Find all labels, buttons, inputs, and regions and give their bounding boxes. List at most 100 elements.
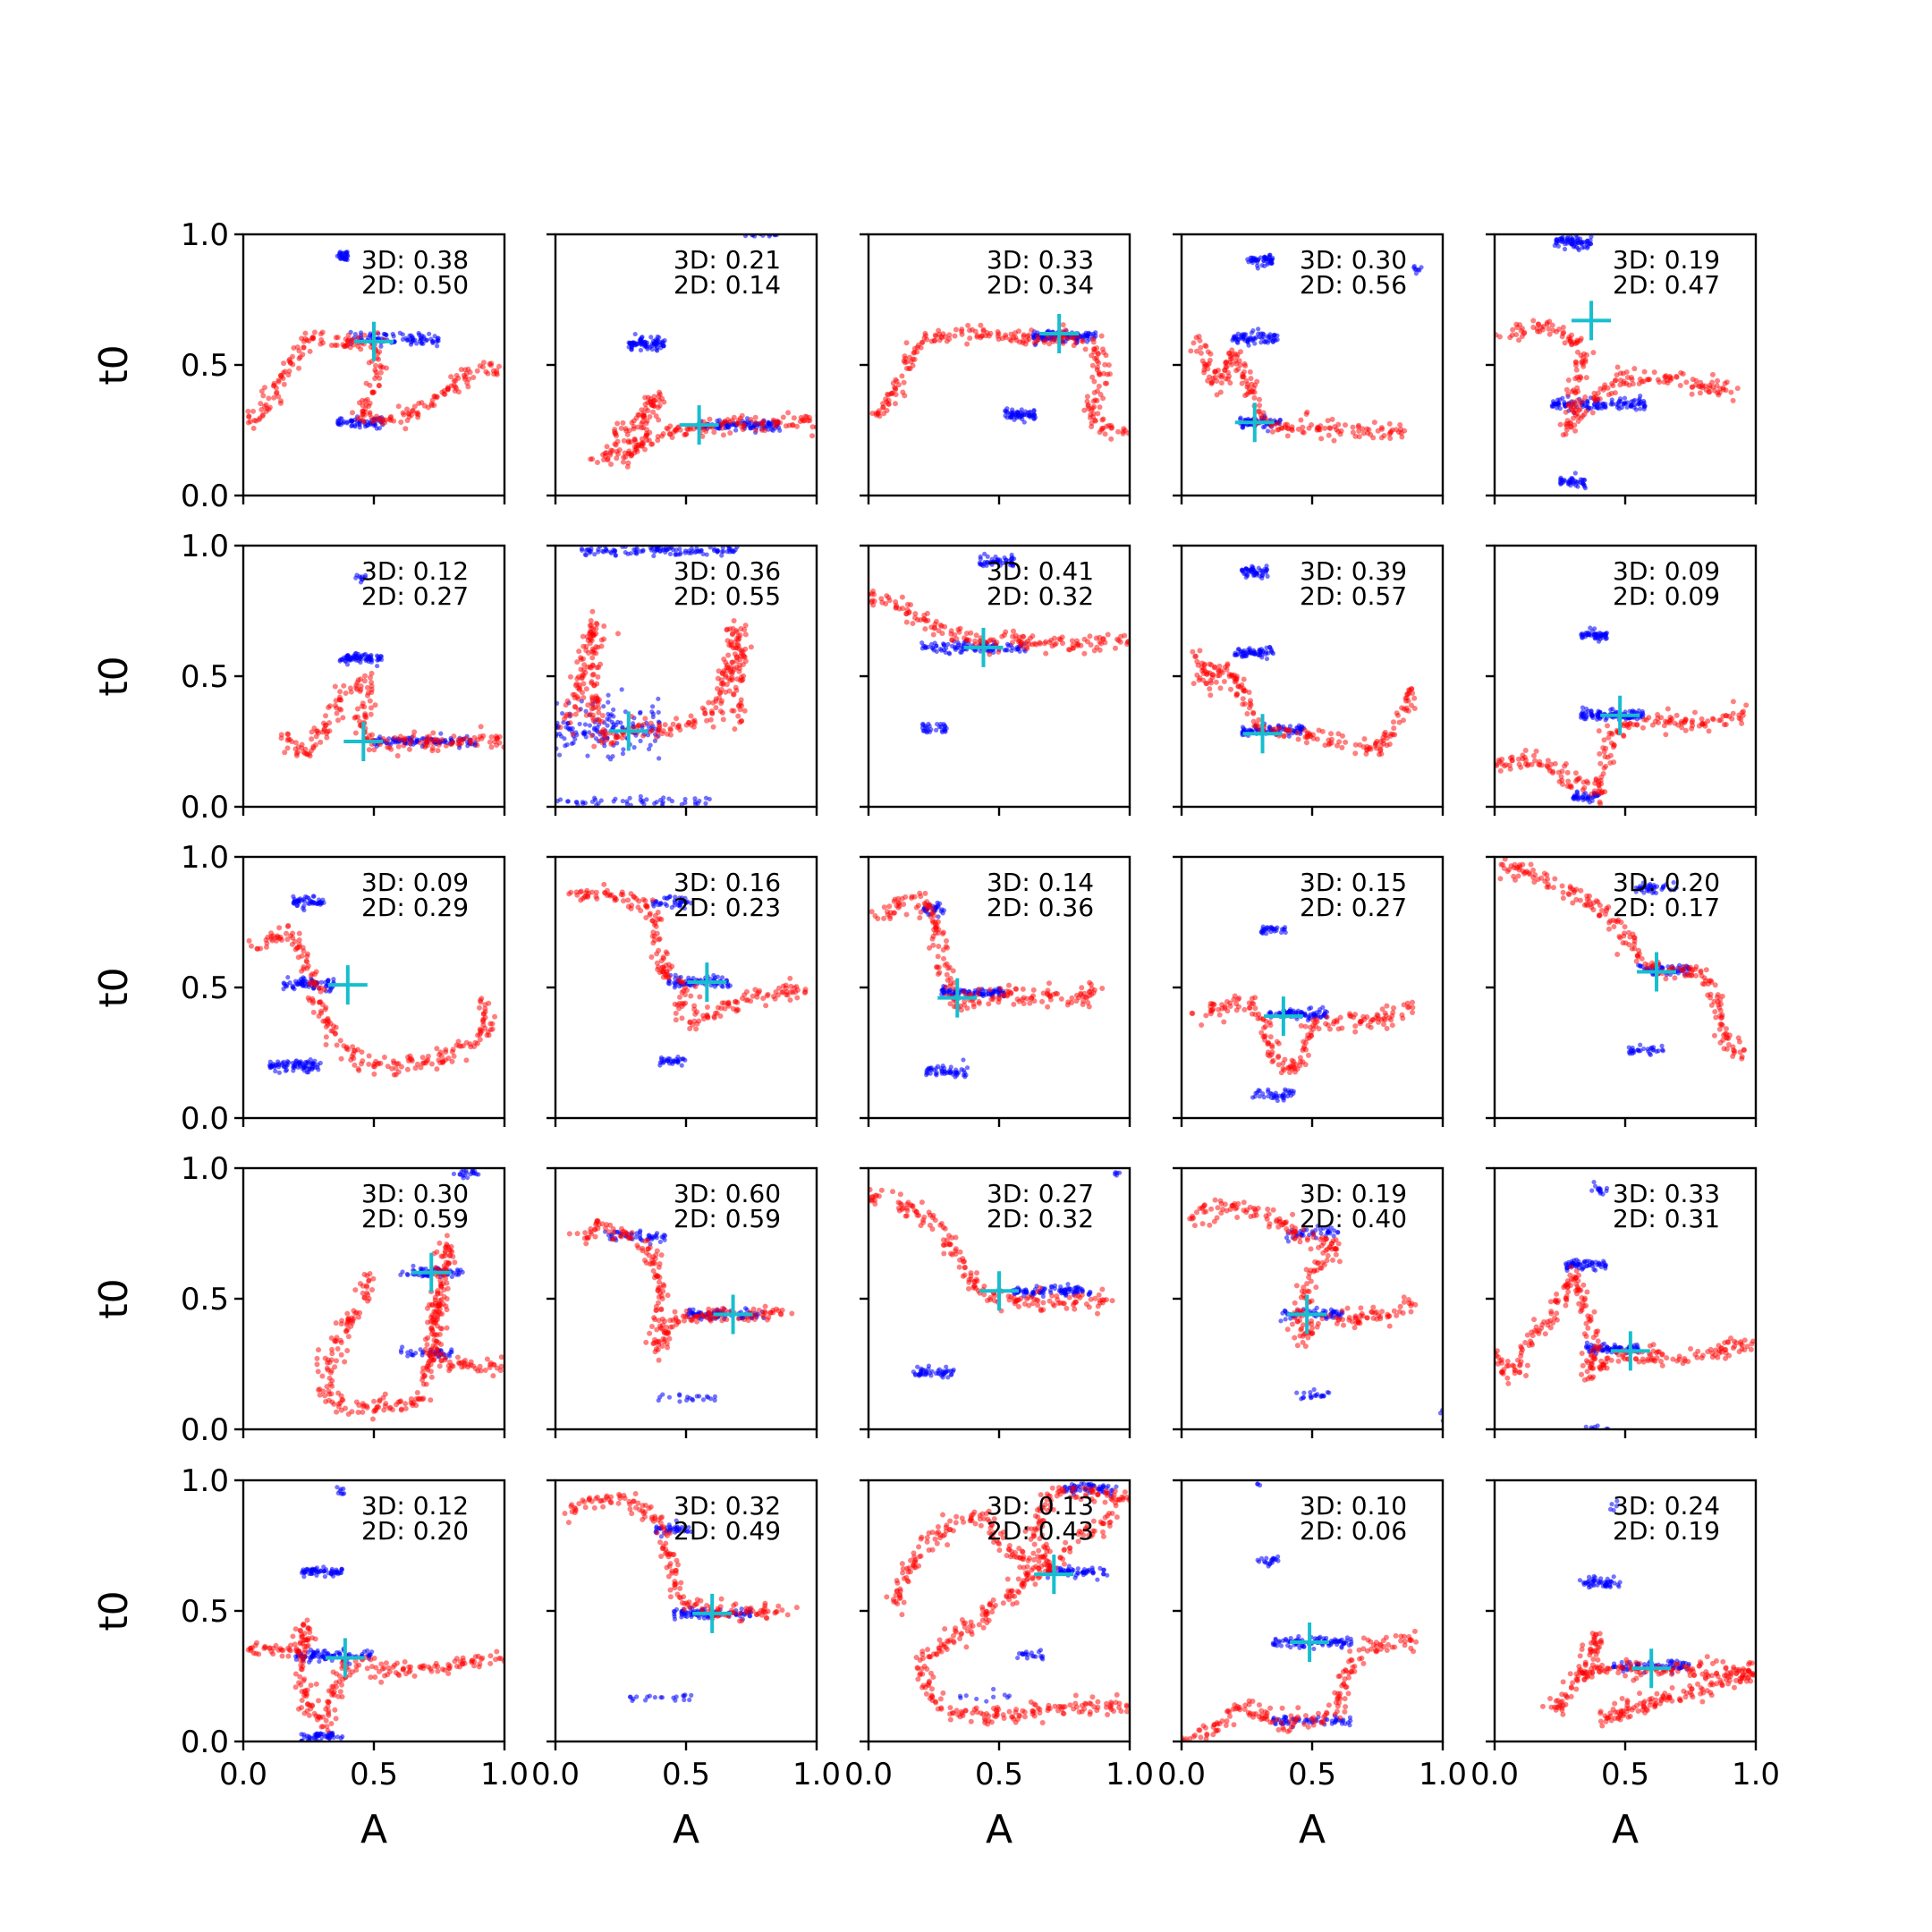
- trajectory-point: [955, 626, 962, 632]
- trajectory-point: [688, 713, 694, 719]
- trajectory-point: [1387, 436, 1394, 442]
- trajectory-point: [1226, 674, 1233, 680]
- trajectory-point: [735, 713, 741, 719]
- trajectory-point: [404, 1066, 411, 1072]
- trajectory-point: [1595, 390, 1601, 396]
- cluster-point: [1235, 331, 1241, 336]
- cluster-point: [1238, 649, 1243, 655]
- trajectory-point: [1614, 364, 1621, 370]
- cluster-point: [595, 724, 600, 731]
- trajectory-point: [599, 712, 606, 718]
- cluster-point: [1091, 331, 1097, 336]
- cluster-point: [650, 711, 656, 716]
- cluster-point: [1554, 241, 1559, 246]
- cluster-point: [1623, 709, 1628, 715]
- trajectory-point: [1516, 761, 1522, 767]
- trajectory-point: [1093, 635, 1099, 641]
- trajectory-point: [883, 601, 889, 607]
- trajectory-point: [1690, 723, 1696, 729]
- trajectory-point: [1497, 767, 1504, 774]
- trajectory-point: [1224, 360, 1230, 366]
- trajectory-point: [899, 373, 905, 379]
- trajectory-point: [462, 367, 469, 373]
- trajectory-point: [1522, 747, 1529, 753]
- cluster-point: [612, 548, 617, 554]
- trajectory-point: [1546, 765, 1552, 771]
- trajectory-point: [263, 944, 269, 950]
- cluster-point: [941, 648, 947, 653]
- cluster-point: [367, 656, 372, 661]
- cluster-point: [1084, 339, 1089, 344]
- trajectory-point: [1628, 375, 1634, 381]
- cluster-point: [1618, 399, 1623, 404]
- trajectory-point: [480, 1011, 487, 1017]
- trajectory-point: [1649, 722, 1656, 728]
- trajectory-point: [304, 959, 310, 965]
- trajectory-point: [777, 419, 784, 426]
- trajectory-point: [1572, 422, 1578, 428]
- cluster-point: [682, 796, 688, 802]
- trajectory-point: [374, 1061, 380, 1067]
- cluster-point: [292, 1063, 298, 1069]
- trajectory-point: [355, 335, 361, 341]
- cluster-point: [1622, 395, 1628, 401]
- cluster-point: [1584, 398, 1590, 403]
- trajectory-point: [1663, 373, 1669, 379]
- trajectory-point: [734, 676, 741, 682]
- trajectory-point: [1249, 381, 1255, 387]
- cluster-point: [1629, 402, 1634, 408]
- trajectory-point: [609, 740, 615, 746]
- trajectory-point: [1597, 760, 1604, 767]
- cluster-point: [601, 549, 606, 555]
- trajectory-point: [1521, 330, 1527, 336]
- trajectory-point: [1214, 378, 1220, 385]
- trajectory-point: [599, 740, 606, 746]
- trajectory-point: [1284, 433, 1291, 439]
- trajectory-point: [296, 930, 302, 936]
- trajectory-point: [1710, 716, 1716, 723]
- cluster-point: [674, 547, 679, 553]
- trajectory-point: [1572, 360, 1579, 366]
- trajectory-point: [914, 344, 920, 351]
- trajectory-point: [600, 452, 606, 458]
- trajectory-point: [614, 455, 620, 462]
- trajectory-point: [1631, 722, 1637, 728]
- cluster-point: [579, 546, 585, 552]
- cluster-point: [978, 554, 983, 559]
- trajectory-point: [1092, 355, 1098, 361]
- trajectory-point: [332, 1030, 338, 1037]
- trajectory-point: [1729, 716, 1735, 722]
- trajectory-point: [300, 352, 306, 358]
- trajectory-point: [428, 401, 435, 407]
- trajectory-point: [625, 460, 631, 466]
- trajectory-point: [1563, 423, 1570, 429]
- trajectory-point: [1090, 339, 1097, 345]
- cluster-point: [1287, 724, 1293, 729]
- cluster-point: [1554, 405, 1560, 411]
- cluster-point: [692, 796, 698, 801]
- trajectory-point: [1626, 382, 1632, 388]
- trajectory-point: [355, 677, 361, 683]
- cluster-point: [1638, 406, 1643, 411]
- trajectory-point: [1247, 705, 1253, 711]
- cluster-point: [941, 643, 947, 648]
- cluster-point: [281, 987, 286, 992]
- trajectory-point: [1204, 681, 1210, 687]
- trajectory-point: [1699, 716, 1705, 722]
- plot-area: [246, 894, 498, 1078]
- trajectory-point: [1377, 748, 1384, 754]
- stat-3d-label: 3D: 0.38: [361, 245, 469, 275]
- trajectory-point: [1298, 417, 1304, 423]
- cluster-point: [923, 645, 928, 650]
- trajectory-point: [972, 328, 979, 335]
- trajectory-point: [718, 686, 724, 692]
- cluster-point: [356, 651, 361, 657]
- trajectory-point: [343, 1046, 350, 1052]
- trajectory-point: [393, 1072, 399, 1078]
- trajectory-point: [1352, 741, 1359, 748]
- trajectory-point: [1606, 734, 1612, 741]
- trajectory-point: [1335, 421, 1342, 428]
- trajectory-point: [1217, 389, 1224, 395]
- cluster-point: [767, 421, 773, 427]
- trajectory-point: [1621, 733, 1627, 740]
